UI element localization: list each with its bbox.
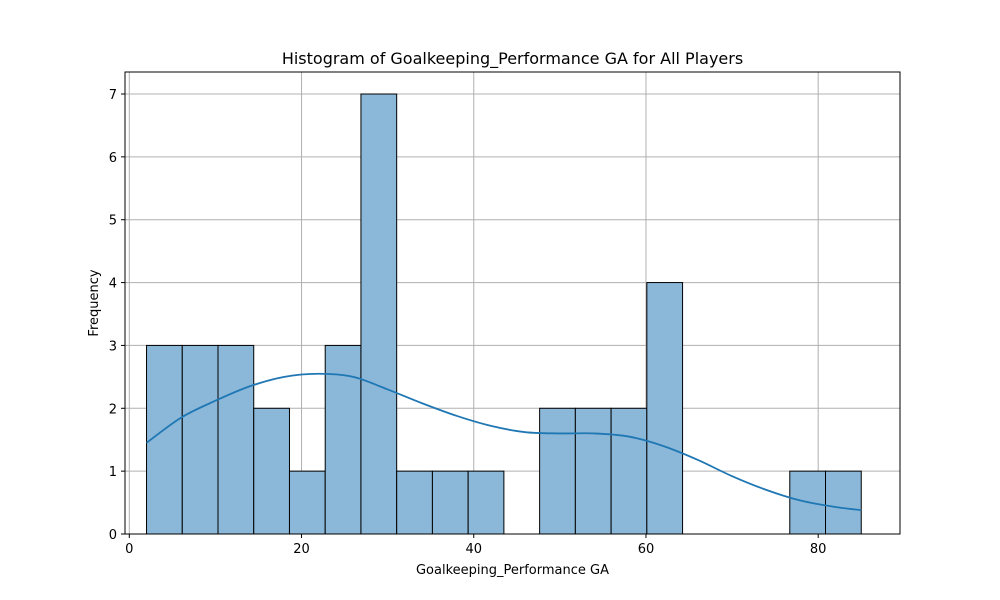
histogram-bar [360, 93, 398, 535]
x-tick-label: 60 [638, 542, 655, 557]
histogram-bar [431, 470, 469, 535]
kde-line [145, 372, 862, 512]
y-tick-label: 0 [109, 528, 117, 543]
y-tick-label: 2 [109, 402, 117, 417]
histogram-bar [253, 407, 290, 535]
histogram-bar [646, 282, 684, 535]
y-tick-label: 5 [109, 214, 117, 229]
y-tick-label: 7 [109, 88, 117, 103]
histogram-bars [146, 93, 862, 535]
x-axis-ticks: 0 20 40 60 80 [125, 534, 826, 557]
histogram-bar [610, 407, 648, 535]
histogram-bar [181, 344, 219, 535]
y-tick-label: 1 [109, 465, 117, 480]
x-tick-label: 80 [810, 542, 827, 557]
y-axis-label: Frequency [87, 269, 102, 336]
y-tick-label: 4 [109, 277, 117, 292]
plot-frame [124, 71, 901, 535]
histogram-bar [146, 344, 183, 535]
histogram-bar [288, 470, 326, 535]
histogram-bar [574, 407, 612, 535]
histogram-bar [539, 407, 576, 535]
histogram-bar [217, 344, 255, 535]
y-axis-ticks: 0 1 2 3 4 5 6 7 [109, 88, 125, 543]
x-axis-label: Goalkeeping_Performance GA [416, 563, 609, 578]
histogram-bar [825, 470, 862, 535]
x-tick-label: 0 [125, 542, 133, 557]
histogram-bar [396, 470, 433, 535]
chart-title: Histogram of Goalkeeping_Performance GA … [282, 49, 743, 69]
kde-curve-group [145, 372, 862, 512]
y-tick-label: 6 [109, 151, 117, 166]
y-tick-label: 3 [109, 339, 117, 354]
histogram-bar [467, 470, 505, 535]
x-tick-label: 40 [465, 542, 482, 557]
x-tick-label: 20 [293, 542, 310, 557]
